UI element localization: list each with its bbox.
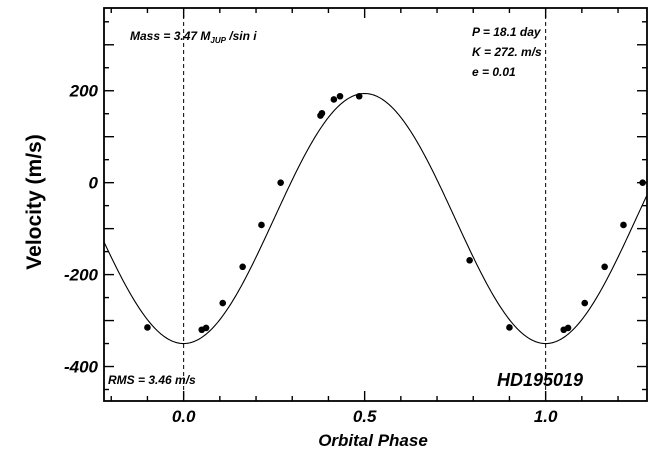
- mass-subscript: JUP: [210, 36, 226, 45]
- mass-prefix: Mass = 3.47 M: [130, 29, 211, 43]
- data-point-15: [564, 324, 572, 332]
- data-point-11: [355, 92, 363, 100]
- x-tick-label: 0.0: [172, 407, 196, 426]
- axes-layer: 0.0 0.5 1.0 -400 -200 0 200: [64, 7, 648, 426]
- y-axis-title: Velocity (m/s): [23, 134, 46, 269]
- data-point-17: [601, 263, 608, 271]
- data-point-0: [144, 324, 151, 331]
- eccentricity-annotation: e = 0.01: [472, 65, 516, 79]
- mass-annotation: Mass = 3.47 MJUP /sin i: [130, 29, 257, 45]
- reference-lines: [183, 8, 547, 401]
- x-tick-label: 0.5: [353, 407, 377, 426]
- plot-frame: [103, 7, 648, 402]
- y-tick-label: 0: [89, 174, 99, 193]
- data-points-layer: [144, 92, 646, 334]
- data-point-12: [466, 257, 473, 264]
- y-tick-label: 200: [69, 82, 99, 101]
- data-point-18: [620, 221, 627, 229]
- data-point-2: [202, 324, 210, 332]
- data-point-16: [581, 299, 589, 307]
- data-point-13: [506, 324, 513, 331]
- star-name-label: HD195019: [497, 370, 583, 390]
- x-tick-label: 1.0: [534, 407, 558, 426]
- rms-annotation: RMS = 3.46 m/s: [108, 373, 196, 387]
- data-point-10: [336, 92, 344, 100]
- fit-curve: [103, 92, 648, 345]
- mass-suffix: /sin i: [226, 29, 257, 43]
- data-point-3: [219, 299, 227, 307]
- y-tick-label: -200: [64, 266, 99, 285]
- data-point-6: [277, 179, 284, 186]
- period-annotation: P = 18.1 day: [472, 25, 542, 39]
- data-point-5: [258, 221, 265, 229]
- x-axis-title: Orbital Phase: [318, 431, 428, 450]
- fit-curve-layer: [103, 92, 648, 345]
- data-point-8: [318, 109, 326, 117]
- y-tick-label: -400: [64, 358, 99, 377]
- data-point-9: [330, 96, 338, 103]
- data-point-4: [239, 263, 246, 271]
- semi-amplitude-annotation: K = 272. m/s: [472, 45, 542, 59]
